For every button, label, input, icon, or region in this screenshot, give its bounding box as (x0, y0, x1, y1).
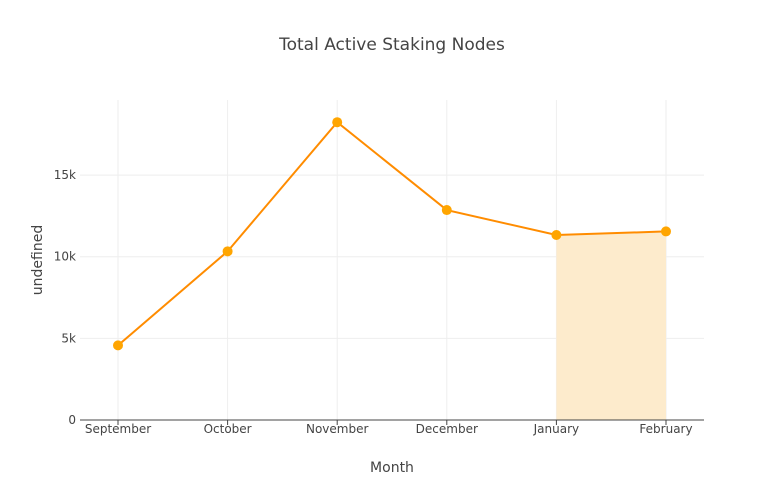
y-tick-label: 5k (61, 331, 76, 345)
y-tick-label: 10k (54, 250, 76, 264)
x-tick-label: November (306, 422, 368, 436)
data-point (551, 230, 562, 241)
x-tick-label: February (639, 422, 692, 436)
data-point (441, 205, 452, 216)
data-point (222, 246, 233, 257)
y-axis-label: undefined (30, 225, 46, 295)
axes: September October November December January F… (54, 168, 704, 436)
series (113, 117, 671, 351)
y-tick-label: 15k (54, 168, 76, 182)
y-tick-label: 0 (68, 413, 76, 427)
x-tick-label: January (533, 422, 580, 436)
highlight-area (556, 231, 666, 420)
data-point (113, 340, 123, 351)
x-tick-label: September (85, 422, 151, 436)
x-tick-label: October (204, 422, 252, 436)
x-axis-label: Month (370, 460, 414, 476)
highlight-region (556, 231, 666, 420)
x-tick-label: December (416, 422, 478, 436)
chart-title: Total Active Staking Nodes (278, 35, 505, 55)
data-point (661, 226, 671, 237)
data-point (332, 117, 343, 128)
series-line (117, 120, 667, 347)
